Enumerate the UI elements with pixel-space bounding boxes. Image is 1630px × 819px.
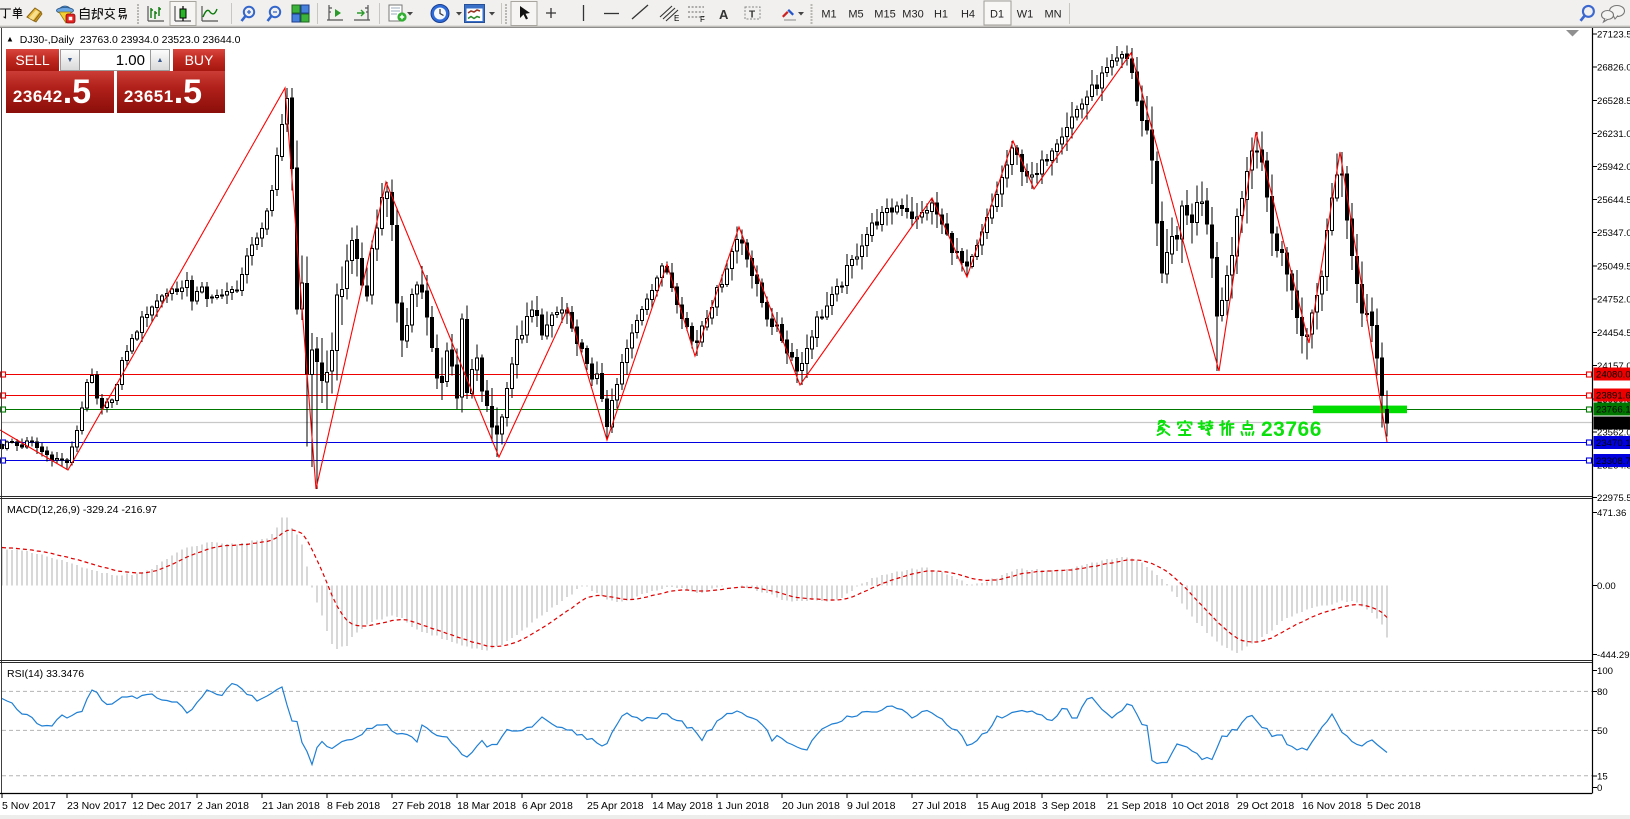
svg-text:15 Aug 2018: 15 Aug 2018 [977, 800, 1036, 812]
svg-text:9 Jul 2018: 9 Jul 2018 [847, 800, 896, 812]
svg-text:10 Oct 2018: 10 Oct 2018 [1172, 800, 1229, 812]
svg-text:21 Jan 2018: 21 Jan 2018 [262, 800, 320, 812]
svg-text:F: F [700, 15, 705, 24]
svg-text:W1: W1 [1017, 9, 1034, 21]
svg-text:23470.1: 23470.1 [1596, 438, 1630, 449]
svg-text:25049.5: 25049.5 [1597, 262, 1630, 273]
svg-text:21 Sep 2018: 21 Sep 2018 [1107, 800, 1167, 812]
svg-text:T: T [749, 10, 755, 21]
svg-text:MACD(12,26,9) -329.24 -216.97: MACD(12,26,9) -329.24 -216.97 [7, 504, 157, 516]
svg-text:0: 0 [1597, 783, 1602, 794]
svg-text:3 Sep 2018: 3 Sep 2018 [1042, 800, 1096, 812]
svg-text:471.36: 471.36 [1597, 508, 1626, 519]
svg-text:25644.5: 25644.5 [1597, 195, 1630, 206]
svg-text:26231.0: 26231.0 [1597, 129, 1630, 140]
svg-text:E: E [674, 14, 679, 23]
svg-text:25942.0: 25942.0 [1597, 162, 1630, 173]
svg-text:5 Dec 2018: 5 Dec 2018 [1367, 800, 1421, 812]
svg-text:26528.5: 26528.5 [1597, 96, 1630, 107]
svg-text:-444.29: -444.29 [1597, 650, 1630, 661]
svg-text:8 Feb 2018: 8 Feb 2018 [327, 800, 380, 812]
svg-text:29 Oct 2018: 29 Oct 2018 [1237, 800, 1294, 812]
svg-text:23 Nov 2017: 23 Nov 2017 [67, 800, 127, 812]
svg-text:23644.0: 23644.0 [1596, 419, 1630, 430]
svg-text:23766.1: 23766.1 [1596, 405, 1630, 416]
svg-text:24752.0: 24752.0 [1597, 295, 1630, 306]
svg-text:25 Apr 2018: 25 Apr 2018 [587, 800, 644, 812]
svg-text:M5: M5 [848, 9, 863, 21]
svg-text:50: 50 [1597, 726, 1608, 737]
svg-text:5 Nov 2017: 5 Nov 2017 [2, 800, 56, 812]
svg-text:24157.0: 24157.0 [1597, 361, 1630, 372]
svg-text:A: A [719, 7, 729, 22]
svg-text:15: 15 [1597, 772, 1608, 783]
svg-text:M1: M1 [821, 9, 836, 21]
svg-text:16 Nov 2018: 16 Nov 2018 [1302, 800, 1362, 812]
svg-text:26826.0: 26826.0 [1597, 63, 1630, 74]
svg-text:27 Feb 2018: 27 Feb 2018 [392, 800, 451, 812]
svg-text:23766: 23766 [1261, 418, 1322, 441]
svg-text:20 Jun 2018: 20 Jun 2018 [782, 800, 840, 812]
svg-text:12 Dec 2017: 12 Dec 2017 [132, 800, 192, 812]
svg-text:25347.0: 25347.0 [1597, 228, 1630, 239]
svg-text:23562.0: 23562.0 [1597, 428, 1630, 439]
svg-text:23308.7: 23308.7 [1596, 456, 1630, 467]
svg-text:18 Mar 2018: 18 Mar 2018 [457, 800, 516, 812]
svg-text:RSI(14) 33.3476: RSI(14) 33.3476 [7, 668, 84, 680]
svg-text:1 Jun 2018: 1 Jun 2018 [717, 800, 769, 812]
svg-text:H1: H1 [934, 9, 948, 21]
svg-text:100: 100 [1597, 666, 1613, 677]
svg-text:27 Jul 2018: 27 Jul 2018 [912, 800, 966, 812]
svg-text:6 Apr 2018: 6 Apr 2018 [522, 800, 573, 812]
svg-text:14 May 2018: 14 May 2018 [652, 800, 713, 812]
svg-text:22975.5: 22975.5 [1597, 493, 1630, 504]
svg-text:27123.5: 27123.5 [1597, 30, 1630, 41]
svg-text:0.00: 0.00 [1597, 581, 1616, 592]
svg-text:H4: H4 [961, 9, 975, 21]
svg-text:80: 80 [1597, 687, 1608, 698]
svg-text:M15: M15 [874, 9, 895, 21]
svg-text:MN: MN [1044, 9, 1061, 21]
svg-text:2 Jan 2018: 2 Jan 2018 [197, 800, 249, 812]
svg-text:M30: M30 [902, 9, 923, 21]
svg-text:24454.5: 24454.5 [1597, 328, 1630, 339]
svg-text:D1: D1 [990, 9, 1004, 21]
svg-text:23891.6: 23891.6 [1596, 391, 1630, 402]
svg-text:24080.0: 24080.0 [1596, 370, 1630, 381]
